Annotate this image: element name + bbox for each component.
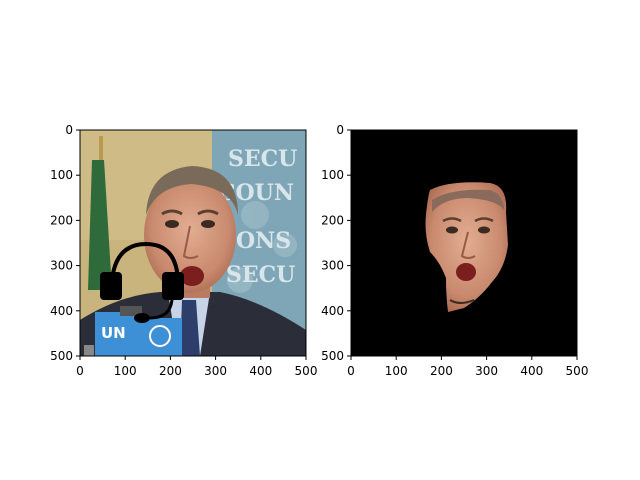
mouth	[180, 266, 204, 286]
y-tick-label: 500	[321, 349, 344, 363]
right-image	[351, 130, 577, 356]
left-axes-frame	[79, 129, 307, 357]
headset-overlay	[100, 241, 184, 323]
microphones: UN	[84, 306, 182, 356]
curtain-text-4: SECU	[226, 262, 295, 288]
x-tick-label: 100	[385, 364, 408, 378]
curtain-text-3: ONS	[236, 228, 291, 254]
y-tick-label: 300	[50, 259, 73, 273]
hair	[146, 166, 238, 215]
flag	[88, 160, 112, 290]
y-tick-label: 200	[321, 213, 344, 227]
x-tick-label: 300	[204, 364, 227, 378]
left-image: SECU COUN ONS SECU UN	[80, 130, 306, 356]
y-tick-label: 300	[321, 259, 344, 273]
x-tick-label: 400	[520, 364, 543, 378]
mic-label-1: UN	[101, 324, 126, 342]
x-tick-label: 400	[249, 364, 272, 378]
x-tick-label: 100	[114, 364, 137, 378]
curtain-text-1: SECU	[228, 146, 297, 172]
segmented-face	[425, 182, 508, 312]
x-tick-label: 0	[76, 364, 84, 378]
right-axes-frame	[350, 129, 578, 357]
x-tick-label: 500	[295, 364, 318, 378]
face	[144, 177, 236, 293]
x-tick-label: 500	[566, 364, 589, 378]
y-tick-label: 200	[50, 213, 73, 227]
x-tick-label: 0	[347, 364, 355, 378]
y-tick-label: 0	[65, 123, 73, 137]
y-tick-label: 100	[50, 168, 73, 182]
y-tick-label: 0	[336, 123, 344, 137]
y-tick-label: 500	[50, 349, 73, 363]
x-tick-label: 200	[430, 364, 453, 378]
tie	[180, 300, 200, 356]
y-tick-label: 100	[321, 168, 344, 182]
y-tick-label: 400	[321, 304, 344, 318]
y-tick-label: 400	[50, 304, 73, 318]
x-tick-label: 200	[159, 364, 182, 378]
x-tick-label: 300	[475, 364, 498, 378]
